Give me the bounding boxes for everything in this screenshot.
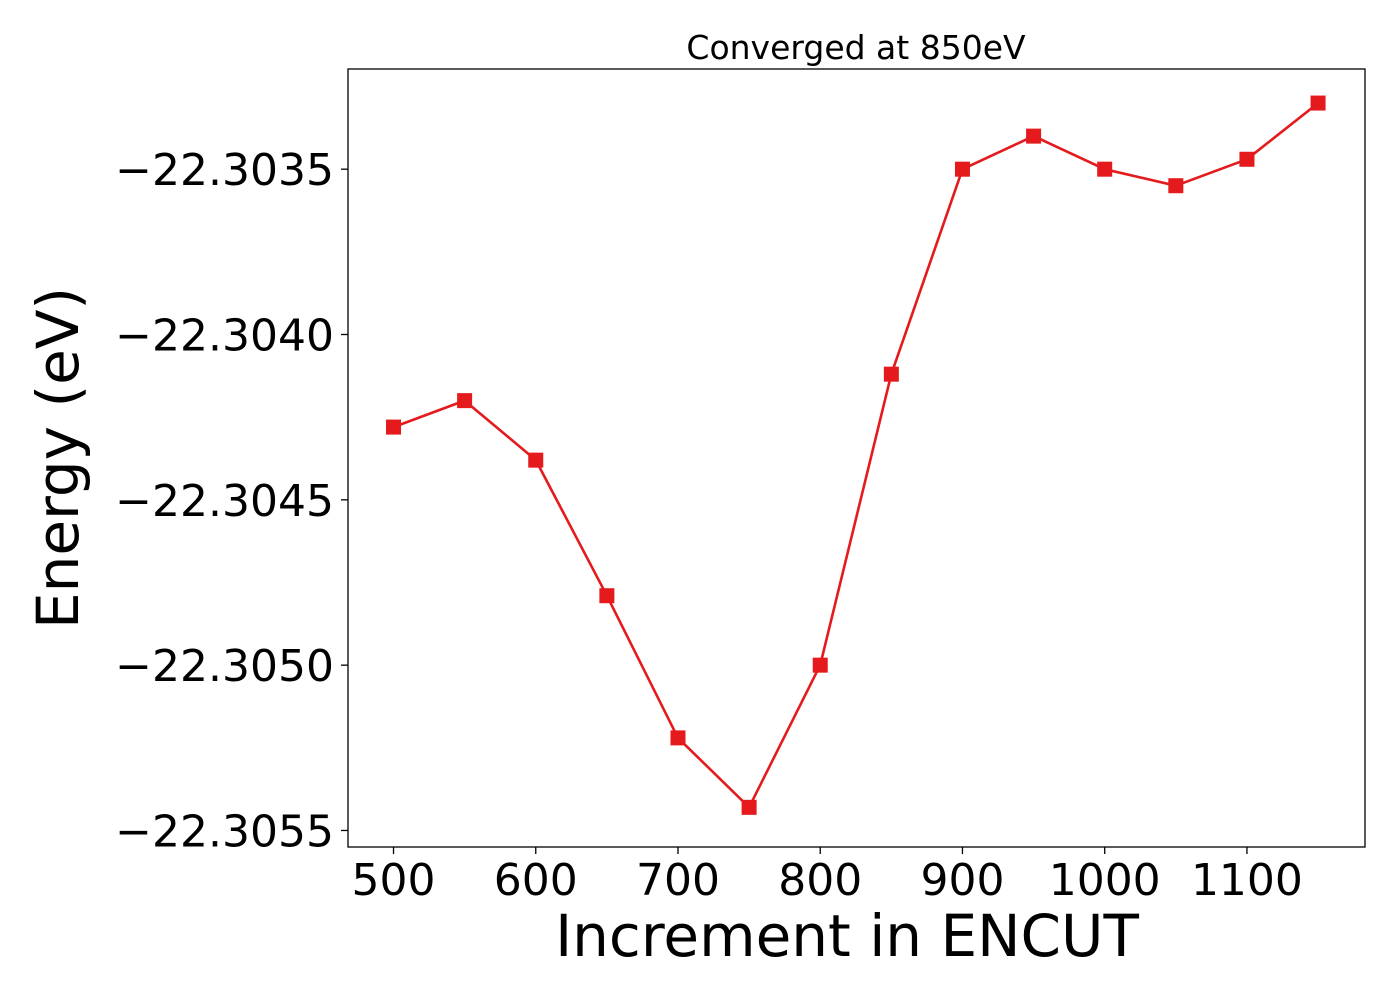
- data-point: [1026, 128, 1042, 144]
- x-axis-ticks: 500 600 700 800 900 1000 1100: [352, 847, 1303, 906]
- chart-title: Converged at 850eV: [686, 28, 1026, 67]
- x-tick-label: 700: [636, 855, 720, 906]
- y-tick-label: −22.3035: [115, 145, 334, 196]
- data-point: [883, 366, 899, 382]
- data-point: [1168, 178, 1184, 194]
- data-point: [599, 588, 615, 604]
- data-point: [812, 657, 828, 673]
- y-axis-ticks: −22.3035 −22.3040 −22.3045 −22.3050 −22.3055: [115, 145, 348, 857]
- plot-frame: [347, 68, 1366, 848]
- data-point: [528, 452, 544, 468]
- x-tick-label: 900: [920, 855, 1004, 906]
- data-point: [1310, 95, 1326, 111]
- x-tick-label: 600: [494, 855, 578, 906]
- data-point: [386, 419, 402, 435]
- x-tick-label: 500: [352, 855, 436, 906]
- data-point: [741, 799, 757, 815]
- y-axis-label: Energy (eV): [24, 287, 92, 629]
- y-tick-label: −22.3045: [115, 476, 334, 527]
- x-tick-label: 1000: [1049, 855, 1161, 906]
- x-tick-label: 800: [778, 855, 862, 906]
- data-point: [457, 393, 473, 409]
- data-point: [670, 730, 686, 746]
- x-axis-label: Increment in ENCUT: [555, 902, 1139, 970]
- y-tick-label: −22.3055: [115, 806, 334, 857]
- series-line: [393, 102, 1319, 809]
- y-tick-label: −22.3040: [115, 311, 334, 362]
- y-tick-label: −22.3050: [115, 641, 334, 692]
- data-point: [1097, 161, 1113, 177]
- plot-series: [386, 95, 1326, 815]
- data-point: [1239, 151, 1255, 167]
- x-tick-label: 1100: [1191, 855, 1303, 906]
- data-point: [954, 161, 970, 177]
